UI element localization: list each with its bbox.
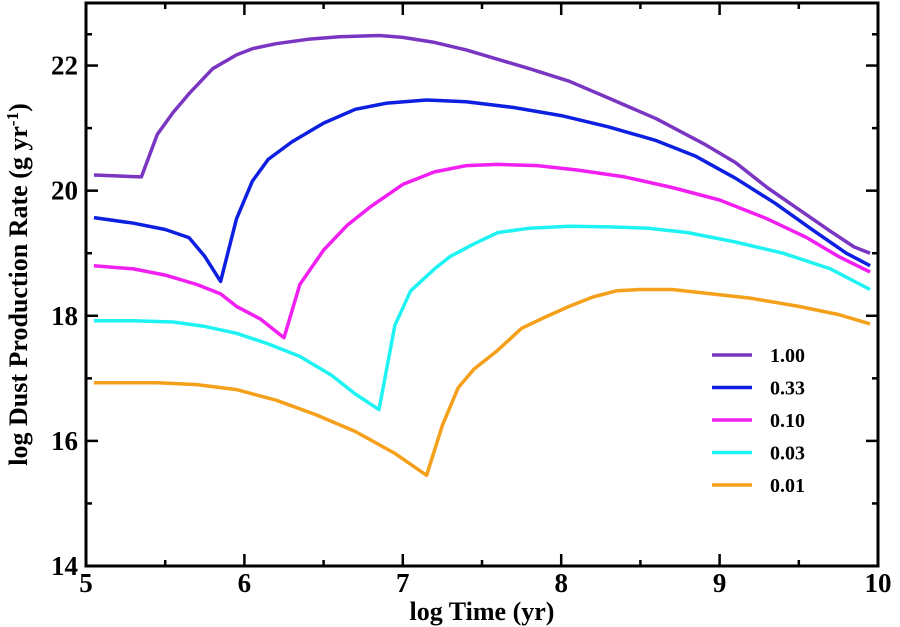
tick-labels-layer: 5 6 7 8 9 10 14 16 18 20 22: [51, 51, 892, 598]
y-tick-label: 16: [51, 426, 78, 456]
series-line-0-01: [93, 287, 871, 478]
y-axis-title-tail: ): [4, 103, 33, 112]
series-line-0-10: [93, 162, 871, 340]
series-line-1-00: [93, 33, 871, 255]
x-tick-label: 6: [238, 568, 252, 598]
x-tick-label: 9: [713, 568, 727, 598]
legend-label: 0.10: [770, 410, 805, 432]
plot-frame: [84, 1, 880, 568]
legend-label: 0.33: [770, 378, 805, 400]
legend-label: 0.03: [770, 443, 805, 465]
x-tick-label: 10: [865, 568, 892, 598]
y-tick-label: 18: [51, 301, 78, 331]
y-tick-label: 14: [51, 551, 78, 581]
series-line-0-03: [93, 224, 871, 412]
y-tick-label: 20: [51, 176, 78, 206]
x-tick-label: 5: [79, 568, 93, 598]
legend: 1.00 0.33 0.10 0.03 0.01: [712, 345, 805, 497]
series-line-0-33: [93, 98, 871, 284]
legend-label: 0.01: [770, 475, 805, 497]
y-axis-title: log Dust Production Rate (g yr-1): [3, 103, 33, 466]
y-axis-title-main: log Dust Production Rate (g yr: [4, 126, 33, 466]
x-axis-title: log Time (yr): [410, 597, 555, 626]
x-tick-label: 8: [554, 568, 568, 598]
series-layer: [93, 33, 871, 478]
y-axis-title-superscript: -1: [3, 112, 22, 126]
ticks-layer: [84, 3, 880, 568]
y-tick-label: 22: [51, 51, 78, 81]
legend-label: 1.00: [770, 345, 805, 367]
x-tick-label: 7: [396, 568, 410, 598]
